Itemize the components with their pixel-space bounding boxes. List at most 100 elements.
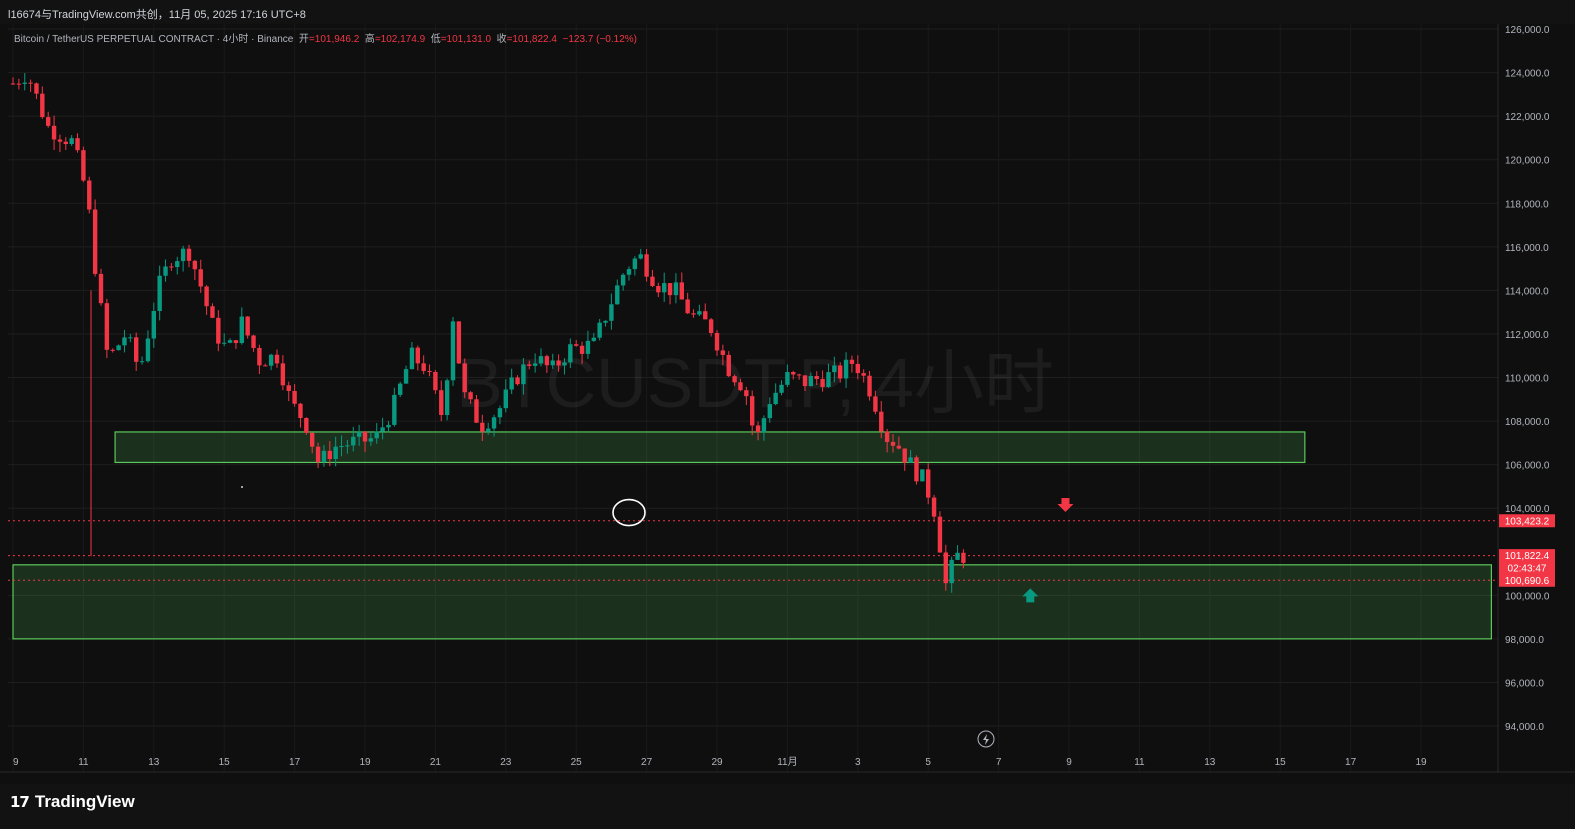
candle-body [497, 408, 503, 418]
candle-body [644, 254, 649, 277]
candle-body [239, 316, 244, 344]
watermark: BTCUSDT.P, 4小时 [456, 344, 1054, 422]
candle-body [40, 93, 45, 118]
candle-body [480, 422, 485, 432]
candle-body [849, 359, 855, 364]
candle-body [773, 392, 778, 405]
candle-body [556, 360, 561, 366]
x-tick-label: 13 [1204, 757, 1216, 768]
chart-svg[interactable]: 126,000.0 124,000.0 122,000.0 120,000.0 118,… [0, 24, 1575, 784]
candle-body [585, 340, 591, 354]
up-arrow-icon[interactable] [1022, 588, 1039, 603]
candle-body [415, 347, 420, 364]
price-label-bg [1499, 549, 1555, 563]
x-tick-label: 19 [1415, 757, 1427, 768]
candle-body [714, 332, 720, 351]
candle-body [796, 374, 802, 376]
x-tick-label: 11 [1134, 757, 1145, 768]
candle-body [333, 446, 338, 460]
y-tick-label: 104,000.0 [1505, 504, 1550, 515]
candle-body [685, 299, 690, 314]
candle-body [626, 269, 632, 275]
legend-symbol[interactable]: Bitcoin / TetherUS PERPETUAL CONTRACT · … [14, 34, 294, 45]
y-tick-label: 118,000.0 [1505, 199, 1549, 210]
candle-body [920, 469, 925, 482]
x-tick-label: 15 [219, 757, 231, 768]
candle-body [884, 431, 890, 442]
candle-body [257, 347, 262, 366]
candle-body [679, 282, 684, 300]
tradingview-icon: 17 [10, 793, 30, 811]
candle-body [691, 313, 696, 315]
candle-body [362, 431, 368, 442]
candle-body [808, 375, 814, 387]
x-tick-label: 15 [1275, 757, 1287, 768]
candle-body [122, 337, 127, 346]
candle-body [128, 337, 133, 339]
candle-body [268, 354, 274, 366]
candle-body [544, 356, 550, 366]
candle-body [515, 377, 520, 385]
price-label-bg [1499, 514, 1555, 528]
legend-low-label: 低 [430, 34, 441, 45]
candle-body [838, 365, 843, 379]
candle-body [926, 469, 931, 498]
candle-body [755, 425, 761, 433]
candle-body [609, 304, 614, 321]
candle-body [937, 516, 943, 553]
candle-body [579, 345, 585, 354]
candle-body [791, 372, 796, 375]
candle-body [339, 445, 344, 447]
candle-body [280, 363, 286, 386]
candle-body [855, 363, 860, 374]
candle-body [134, 337, 139, 362]
candle-body [521, 364, 526, 385]
price-label: 100,690.6 [1505, 576, 1550, 587]
down-arrow-icon[interactable] [1057, 498, 1074, 513]
candle-body [16, 83, 22, 85]
candle-body [427, 370, 432, 372]
candle-body [245, 316, 250, 336]
candle-body [104, 303, 110, 350]
candle-body [462, 363, 467, 393]
candle-body [192, 260, 198, 270]
legend-high-label: 高 [364, 34, 375, 45]
candle-body [310, 432, 315, 447]
candle-body [785, 372, 790, 385]
chart-area[interactable]: 126,000.0 124,000.0 122,000.0 120,000.0 118,… [0, 24, 1575, 784]
candle-body [263, 365, 268, 367]
tradingview-logo[interactable]: 17 TradingView [10, 792, 135, 812]
x-tick-label: 17 [289, 757, 301, 768]
circle-annotation[interactable] [612, 498, 646, 527]
x-tick-label: 9 [1066, 757, 1072, 768]
share-text: l16674与TradingView.com共创，11月 05, 2025 17… [8, 9, 306, 21]
candle-body [157, 275, 162, 311]
candle-body [169, 266, 174, 268]
candle-body [450, 321, 456, 381]
support-zone-1[interactable] [114, 431, 1306, 464]
y-tick-label: 100,000.0 [1505, 591, 1550, 602]
candle-body [34, 83, 39, 94]
y-tick-label: 98,000.0 [1505, 635, 1544, 646]
support-zone-2[interactable] [12, 564, 1493, 640]
lightning-icon[interactable] [977, 730, 995, 748]
candle-body [931, 497, 937, 517]
candle-body [761, 418, 767, 433]
candle-body [298, 403, 303, 419]
candle-body [673, 282, 679, 296]
candle-body [955, 552, 960, 560]
candle-body [304, 418, 309, 433]
chart-legend: Bitcoin / TetherUS PERPETUAL CONTRACT · … [14, 30, 637, 45]
legend-open-label: 开 [298, 34, 309, 45]
candle-body [890, 441, 896, 446]
x-tick-label: 11月 [777, 756, 797, 768]
candle-body [667, 283, 673, 296]
legend-close-value: =101,822.4 [506, 34, 557, 45]
candle-body [151, 310, 156, 339]
y-tick-label: 112,000.0 [1505, 330, 1549, 341]
candle-body [380, 427, 385, 432]
y-tick-label: 110,000.0 [1505, 374, 1549, 385]
candle-body [251, 335, 256, 348]
candle-body [503, 389, 508, 409]
candle-body [468, 392, 473, 400]
